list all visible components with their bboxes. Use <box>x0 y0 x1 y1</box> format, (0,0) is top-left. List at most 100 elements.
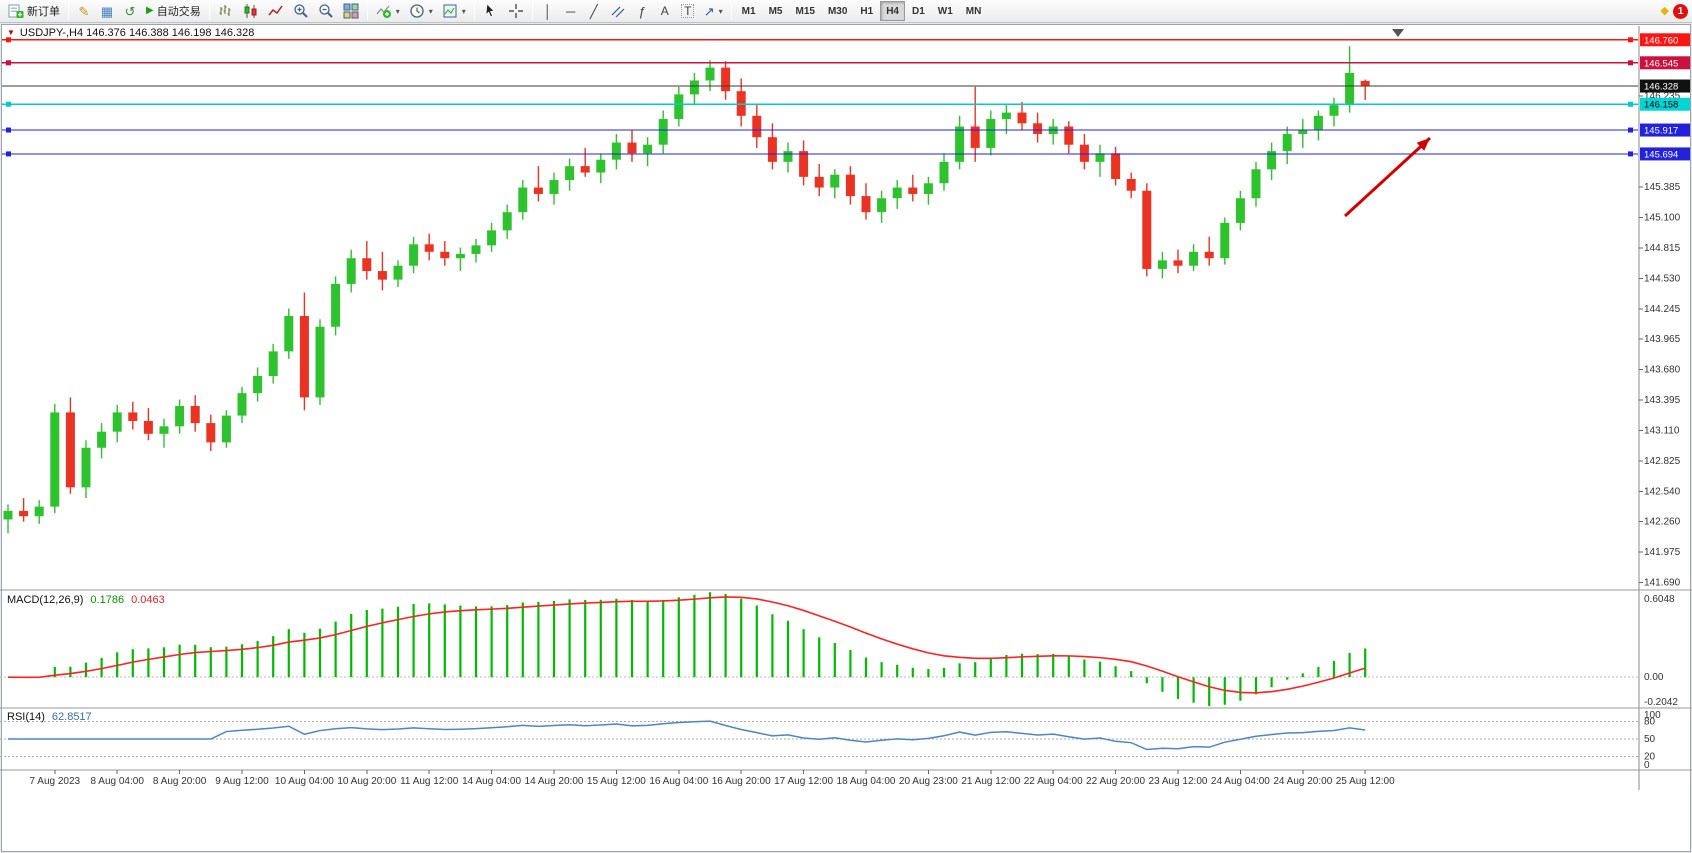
time-axis-label: 25 Aug 12:00 <box>1336 776 1395 787</box>
trendline-tool-button[interactable]: ╱ <box>583 1 605 21</box>
text-tool-button[interactable]: A <box>654 1 676 21</box>
price-line-145.694[interactable]: 145.694 <box>2 147 1690 161</box>
periods-button[interactable]: ▾ <box>405 1 437 21</box>
candlestick-series <box>3 46 1370 534</box>
macd-main-value: 0.1786 <box>90 594 125 606</box>
fibonacci-tool-button[interactable]: ƒ <box>631 1 653 21</box>
time-axis[interactable]: 7 Aug 2023 8 Aug 04:00 8 Aug 20:00 9 Aug 12… <box>29 770 1395 787</box>
price-axis: 146.235 145.385 145.100 144.815 144.530 144.2… <box>1639 91 1681 589</box>
time-axis-label: 18 Aug 04:00 <box>837 776 896 787</box>
crosshair-icon <box>508 4 523 18</box>
candle-body <box>362 258 372 272</box>
toolbar-separator <box>68 2 69 20</box>
metaeditor-button[interactable]: ✎ <box>73 1 95 21</box>
price-line-146.328[interactable]: 146.328 <box>2 79 1690 93</box>
rsi-axis-label: 80 <box>1644 717 1656 728</box>
price-axis-label: 146.235 <box>1644 91 1681 102</box>
chart-window <box>1 24 1691 852</box>
chart-title: USDJPY-,H4 146.376 146.388 146.198 146.3… <box>19 27 255 39</box>
candle-body <box>97 431 107 448</box>
cursor-button[interactable] <box>479 1 503 21</box>
tile-windows-icon <box>343 3 359 19</box>
macd-name: MACD(12,26,9) <box>7 594 84 606</box>
indicators-icon <box>376 5 391 18</box>
horizontal-line-icon: ─ <box>566 3 576 19</box>
candle-body <box>861 196 871 213</box>
timeframe-m1-button[interactable]: M1 <box>736 1 762 21</box>
indicators-button[interactable]: ▾ <box>372 1 404 21</box>
toolbar-separator <box>531 2 533 20</box>
market-watch-button[interactable]: ▦ <box>96 1 118 21</box>
price-line-146.545[interactable]: 146.545 <box>2 56 1690 70</box>
timeframe-h1-button[interactable]: H1 <box>854 1 879 21</box>
candle-body <box>1017 112 1027 124</box>
annotation-arrow[interactable] <box>1343 136 1432 218</box>
new-order-button[interactable]: 新订单 <box>4 1 64 21</box>
price-tag-label: 145.694 <box>1644 149 1678 160</box>
crosshair-button[interactable] <box>504 1 528 21</box>
macd-label: MACD(12,26,9) 0.1786 0.0463 <box>7 594 165 606</box>
macd-axis-min: -0.2042 <box>1644 697 1678 708</box>
zoom-in-button[interactable] <box>289 1 313 21</box>
price-tag <box>1640 56 1690 70</box>
candle-body <box>1235 198 1245 223</box>
timeframe-h4-button[interactable]: H4 <box>880 1 905 21</box>
zoom-out-button[interactable] <box>314 1 338 21</box>
main-toolbar: 新订单 ✎ ▦ ↺ ▶ 自动交易 <box>0 0 1692 23</box>
notification-badge[interactable]: 1 <box>1673 3 1688 19</box>
rotate-icon: ↺ <box>124 3 136 19</box>
arrows-tool-button[interactable]: ↗ ▾ <box>700 1 727 21</box>
price-line-145.917[interactable]: 145.917 <box>2 123 1690 137</box>
rsi-value: 62.8517 <box>51 711 92 723</box>
pencil-icon: ✎ <box>78 3 90 19</box>
candle-body <box>689 80 699 95</box>
candle-body <box>986 119 996 148</box>
vertical-line-tool-button[interactable]: │ <box>537 1 559 21</box>
price-line-146.158[interactable]: 146.158 <box>2 97 1690 111</box>
candle-body <box>1345 72 1355 106</box>
candle-body <box>1095 153 1105 162</box>
price-axis-label: 142.540 <box>1644 487 1681 498</box>
timeframe-d1-button[interactable]: D1 <box>906 1 931 21</box>
candle-body <box>65 412 75 488</box>
candle-body <box>1157 260 1167 269</box>
chart-shift-marker[interactable] <box>1392 29 1404 37</box>
candle-body <box>409 244 419 266</box>
candle-body <box>34 506 44 517</box>
zoom-in-icon <box>294 4 308 18</box>
time-axis-label: 21 Aug 12:00 <box>961 776 1020 787</box>
candlestick-chart-button[interactable] <box>239 1 263 21</box>
price-axis-label: 144.815 <box>1644 243 1681 254</box>
timeframe-m5-button[interactable]: M5 <box>763 1 789 21</box>
candle-body <box>1064 126 1074 145</box>
new-order-label: 新订单 <box>27 6 60 18</box>
dropdown-arrow-icon: ▾ <box>718 6 723 16</box>
candle-body <box>674 94 684 120</box>
timeframe-mn-button[interactable]: MN <box>960 1 988 21</box>
line-handle <box>1628 127 1633 133</box>
tile-windows-button[interactable] <box>339 1 363 21</box>
bar-chart-button[interactable] <box>214 1 238 21</box>
candle-body <box>190 405 200 424</box>
templates-button[interactable]: ▾ <box>438 1 470 21</box>
price-line-146.760[interactable]: 146.760 <box>2 33 1690 47</box>
rsi-line <box>8 720 1366 751</box>
triangle-down-icon[interactable]: ▼ <box>7 28 15 37</box>
clock-icon <box>410 4 424 18</box>
text-label-tool-button[interactable]: T <box>677 1 699 21</box>
timeframe-m15-button[interactable]: M15 <box>789 1 820 21</box>
horizontal-line-tool-button[interactable]: ─ <box>560 1 582 21</box>
time-axis-label: 9 Aug 12:00 <box>215 776 269 787</box>
timeframe-m30-button[interactable]: M30 <box>822 1 853 21</box>
dropdown-arrow-icon: ▾ <box>461 6 466 16</box>
auto-trading-button[interactable]: ▶ 自动交易 <box>142 1 205 21</box>
template-icon <box>443 4 457 18</box>
channel-tool-button[interactable] <box>606 1 630 21</box>
line-chart-button[interactable] <box>264 1 288 21</box>
time-axis-label: 22 Aug 04:00 <box>1024 776 1083 787</box>
timeframe-w1-button[interactable]: W1 <box>932 1 959 21</box>
refresh-button[interactable]: ↺ <box>119 1 141 21</box>
candle-body <box>814 176 824 188</box>
rsi-axis-label: 50 <box>1644 734 1656 745</box>
